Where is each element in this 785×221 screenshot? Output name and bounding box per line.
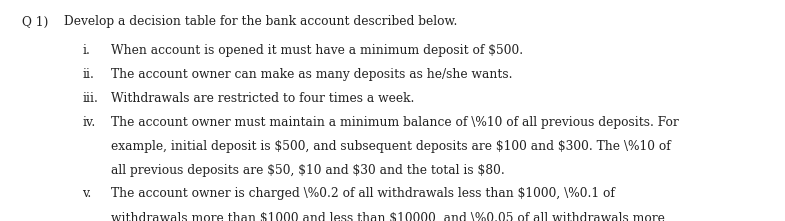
Text: The account owner must maintain a minimum balance of \%10 of all previous deposi: The account owner must maintain a minimu… (111, 116, 679, 129)
Text: The account owner is charged \%0.2 of all withdrawals less than \$1000, \%0.1 of: The account owner is charged \%0.2 of al… (111, 187, 615, 200)
Text: Withdrawals are restricted to four times a week.: Withdrawals are restricted to four times… (111, 92, 414, 105)
Text: Develop a decision table for the bank account described below.: Develop a decision table for the bank ac… (64, 15, 458, 29)
Text: iv.: iv. (82, 116, 96, 129)
Text: Q 1): Q 1) (22, 15, 49, 29)
Text: When account is opened it must have a minimum deposit of \$500.: When account is opened it must have a mi… (111, 44, 524, 57)
Text: ii.: ii. (82, 68, 94, 81)
Text: i.: i. (82, 44, 90, 57)
Text: all previous deposits are \$50, \$10 and \$30 and the total is \$80.: all previous deposits are \$50, \$10 and… (111, 164, 506, 177)
Text: example, initial deposit is \$500, and subsequent deposits are \$100 and \$300. : example, initial deposit is \$500, and s… (111, 140, 671, 153)
Text: iii.: iii. (82, 92, 98, 105)
Text: v.: v. (82, 187, 92, 200)
Text: withdrawals more than \$1000 and less than \$10000, and \%0.05 of all withdrawal: withdrawals more than \$1000 and less th… (111, 211, 666, 221)
Text: The account owner can make as many deposits as he/she wants.: The account owner can make as many depos… (111, 68, 513, 81)
